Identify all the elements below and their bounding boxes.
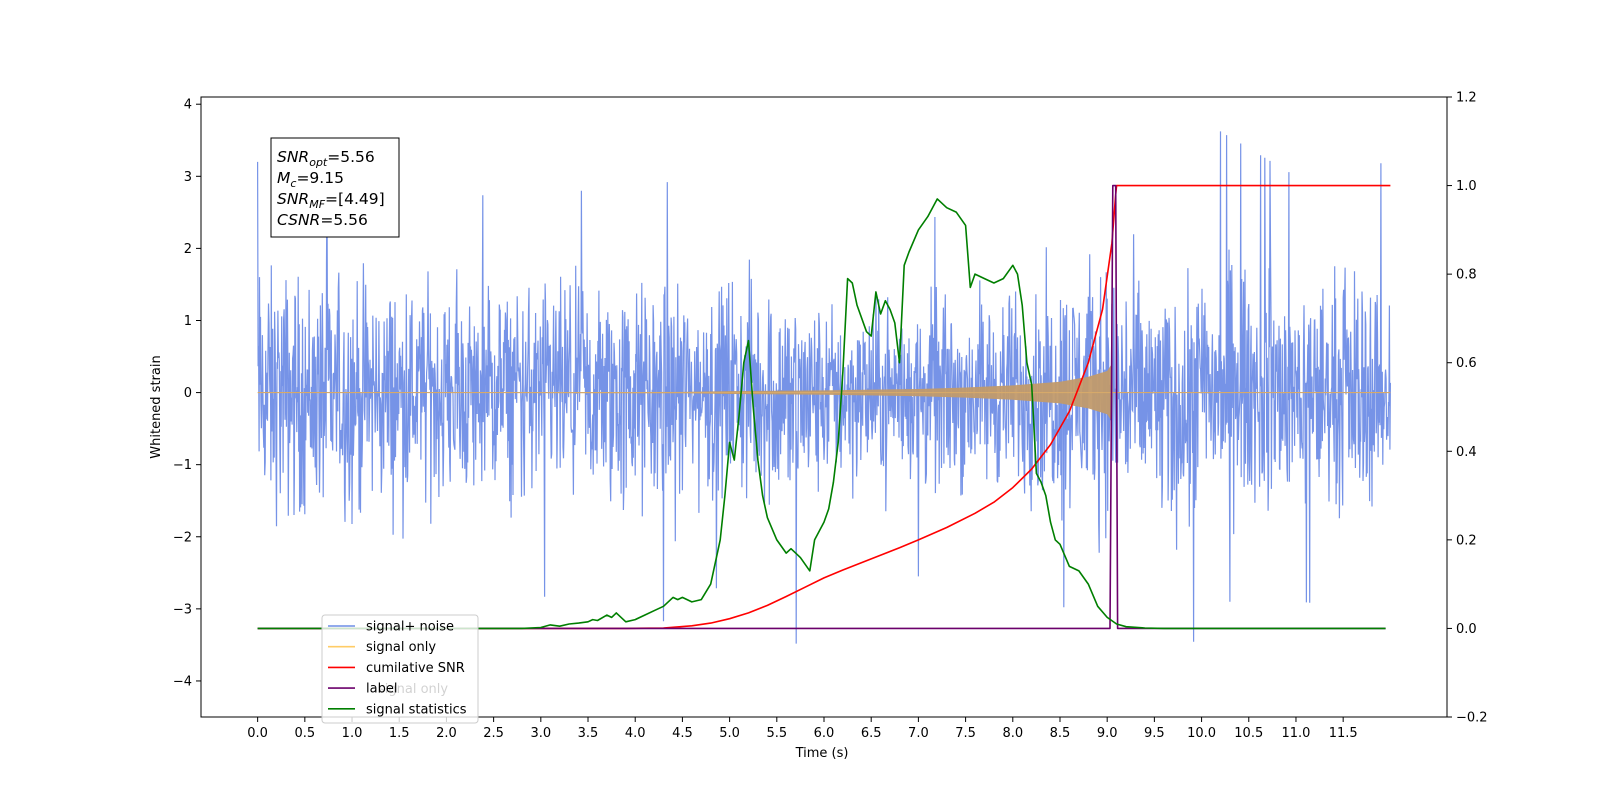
legend-frame: [321, 614, 479, 724]
y2-axis-ticks: 1.2 1.0 0.8 0.6 0.4 0.2 0.0 −0.2: [1447, 91, 1488, 726]
series-layer: [257, 131, 1392, 644]
annotation-line: SNRMF=[4.49]: [277, 190, 385, 211]
series-signal-noise-line: [257, 131, 1392, 644]
y2-tick-label: 0.8: [1456, 268, 1477, 283]
x-tick-label: 11.5: [1329, 726, 1358, 741]
y-tick-label: −4: [173, 674, 192, 689]
x-tick-label: 6.0: [814, 726, 835, 741]
y2-tick-label: 0.6: [1456, 356, 1477, 371]
x-tick-label: 1.0: [342, 726, 363, 741]
y2-tick-label: −0.2: [1456, 711, 1488, 726]
annotation-line: Mc=9.15: [277, 169, 344, 190]
series-label-line: [257, 184, 1386, 630]
y-tick-label: 4: [184, 98, 192, 113]
x-tick-label: 5.5: [766, 726, 787, 741]
y2-tick-label: 0.4: [1456, 445, 1477, 460]
y-tick-label: 2: [184, 242, 192, 257]
annotation-line: CSNR=5.56: [277, 211, 368, 229]
x-tick-label: 6.5: [861, 726, 882, 741]
x-tick-label: 8.0: [1002, 726, 1023, 741]
y-axis-ticks: 4 3 2 1 0 −1 −2 −3 −4: [173, 98, 201, 689]
y2-tick-label: 0.0: [1456, 622, 1477, 637]
x-tick-label: 3.5: [578, 726, 599, 741]
y-tick-label: 1: [184, 314, 192, 329]
annotation-line: SNRopt=5.56: [277, 148, 375, 169]
x-tick-label: 10.5: [1234, 726, 1263, 741]
x-tick-label: 11.0: [1281, 726, 1310, 741]
x-tick-label: 4.0: [625, 726, 646, 741]
legend-label: signal+ noise: [366, 620, 454, 635]
series-signal-statistics-line: [257, 198, 1386, 630]
x-tick-label: 2.5: [483, 726, 504, 741]
x-tick-label: 0.5: [294, 726, 315, 741]
y-axis-label: Whitened strain: [149, 355, 164, 458]
y-tick-label: 0: [184, 386, 192, 401]
x-axis-ticks: 0.0 0.5 1.0 1.5 2.0 2.5 3.0 3.5 4.0 4.5 5.0 5.5 6.0 6…: [247, 717, 1358, 741]
x-tick-label: 0.0: [247, 726, 268, 741]
x-tick-label: 8.5: [1050, 726, 1071, 741]
y2-tick-label: 1.2: [1456, 91, 1477, 106]
legend-label: cumilative SNR: [366, 661, 465, 676]
y2-tick-label: 0.2: [1456, 533, 1477, 548]
x-tick-label: 7.5: [955, 726, 976, 741]
annotation-frame: [270, 137, 400, 238]
series-cumilative-snr-line: [257, 184, 1391, 630]
x-tick-label: 5.0: [719, 726, 740, 741]
x-tick-label: 2.0: [436, 726, 457, 741]
y-tick-label: −2: [173, 530, 192, 545]
y-tick-label: −3: [173, 602, 192, 617]
y-tick-label: −1: [173, 458, 192, 473]
x-tick-label: 7.0: [908, 726, 929, 741]
x-tick-label: 9.5: [1144, 726, 1165, 741]
x-tick-label: 10.0: [1187, 726, 1216, 741]
legend-label: label: [366, 682, 397, 697]
x-axis-label: Time (s): [795, 746, 849, 761]
legend-label: signal only: [366, 640, 436, 655]
x-tick-label: 9.0: [1097, 726, 1118, 741]
y2-tick-label: 1.0: [1456, 179, 1477, 194]
legend-label: signal statistics: [366, 702, 467, 717]
x-tick-label: 3.0: [530, 726, 551, 741]
x-tick-label: 1.5: [389, 726, 410, 741]
x-tick-label: 4.5: [672, 726, 693, 741]
y-tick-label: 3: [184, 170, 192, 185]
